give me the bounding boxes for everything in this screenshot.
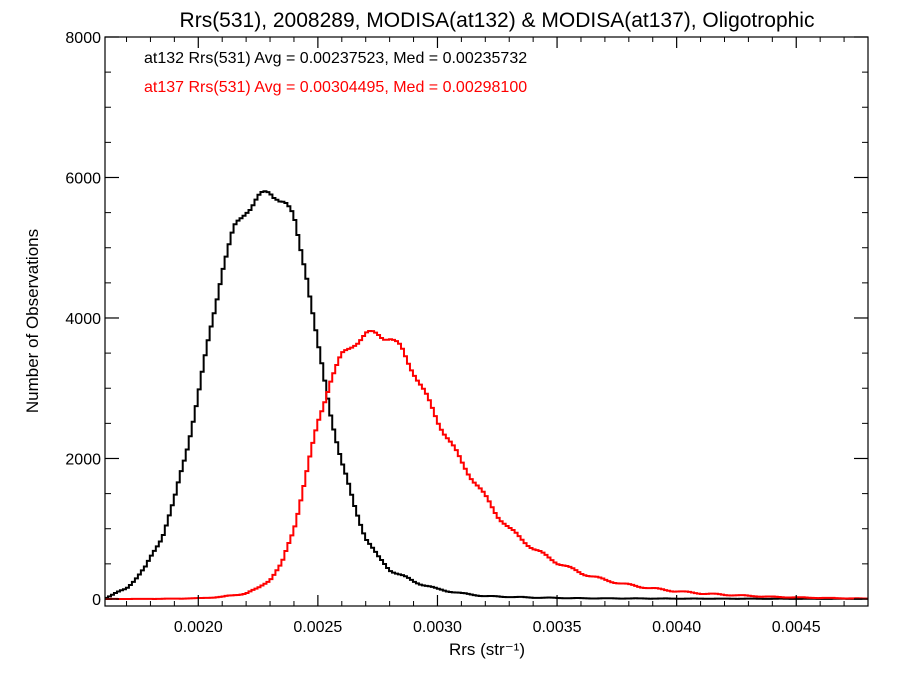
x-axis-label: Rrs (str⁻¹): [449, 640, 525, 659]
x-tick-label: 0.0030: [413, 619, 462, 636]
plot-frame: [104, 36, 869, 607]
y-tick-label: 0: [92, 592, 101, 609]
annotation-2: at137 Rrs(531) Avg = 0.00304495, Med = 0…: [144, 79, 527, 96]
x-tick-label: 0.0035: [533, 619, 582, 636]
y-tick-label: 8000: [65, 30, 101, 47]
annotation-1: at132 Rrs(531) Avg = 0.00237523, Med = 0…: [144, 50, 527, 67]
y-tick-label: 6000: [65, 170, 101, 187]
x-tick-label: 0.0040: [652, 619, 701, 636]
y-axis: 0 2000 4000 6000 8000: [65, 30, 868, 609]
y-tick-label: 4000: [65, 311, 101, 328]
y-tick-label: 2000: [65, 451, 101, 468]
x-axis: 0.0020 0.0025 0.0030 0.0035 0.0040 0.0045: [126, 37, 845, 636]
x-tick-label: 0.0045: [772, 619, 821, 636]
y-axis-label: Number of Observations: [23, 229, 42, 413]
x-tick-label: 0.0020: [174, 619, 223, 636]
series-2-line: [105, 329, 869, 600]
x-tick-label: 0.0025: [293, 619, 342, 636]
chart-title: Rrs(531), 2008289, MODISA(at132) & MODIS…: [180, 9, 815, 32]
series-1-line: [105, 190, 868, 600]
annotations: at132 Rrs(531) Avg = 0.00237523, Med = 0…: [144, 50, 527, 96]
series-layer: [105, 190, 869, 600]
